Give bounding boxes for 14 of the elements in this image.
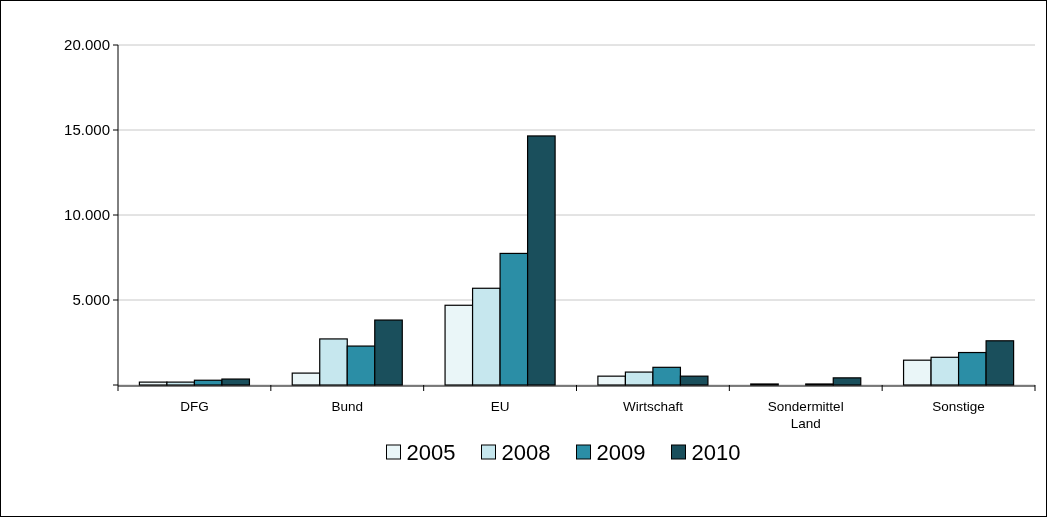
y-tick-label: 10.000	[64, 206, 110, 224]
x-tick-label: EU	[490, 399, 510, 414]
x-tick-label: DFG	[180, 399, 209, 414]
legend-label: 2010	[691, 439, 741, 465]
x-tick-label: Bund	[331, 399, 364, 414]
x-tick-label: Sondermittel Land	[767, 399, 844, 431]
legend-label: 2005	[406, 439, 456, 465]
y-tick-label: 15.000	[64, 121, 110, 139]
y-tick-label: 20.000	[64, 36, 110, 54]
legend-label: 2008	[501, 439, 551, 465]
x-tick-label: Wirtschaft	[622, 399, 684, 414]
y-tick-label: 5.000	[72, 291, 110, 309]
legend-label: 2009	[596, 439, 646, 465]
x-tick-label: Sonstige	[932, 399, 985, 414]
